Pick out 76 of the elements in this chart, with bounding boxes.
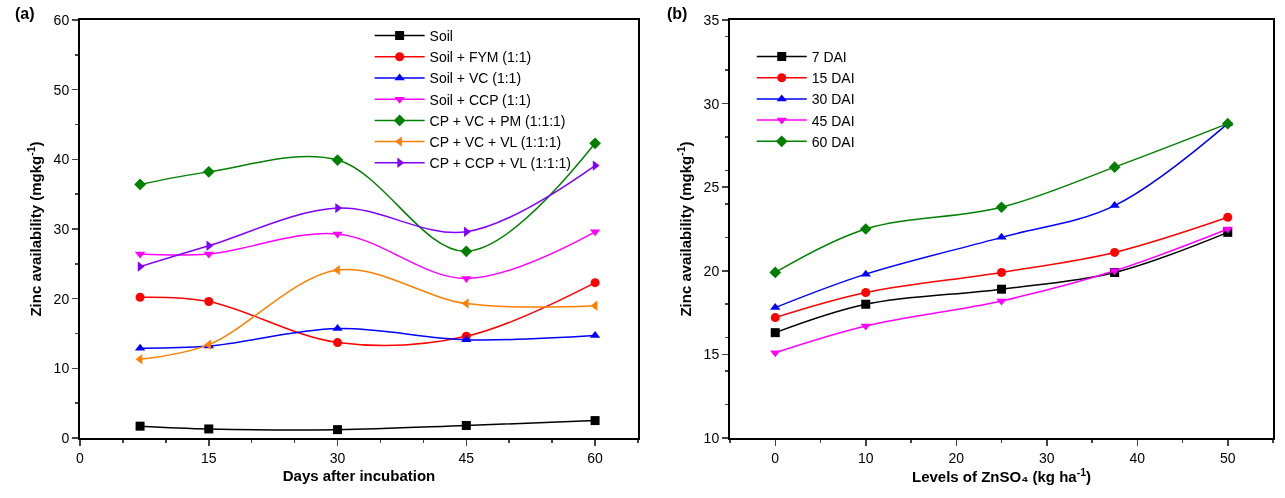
point (460, 245, 473, 258)
point (461, 335, 472, 343)
legend-label: 60 DAI (811, 133, 855, 150)
y-tick-label: 40 (53, 151, 70, 168)
point (997, 284, 1006, 294)
point (997, 267, 1006, 277)
point (134, 178, 146, 191)
x-tick-label: 50 (1219, 449, 1236, 466)
y-tick-label: 0 (61, 429, 70, 446)
y-tick-label: 25 (703, 179, 720, 196)
point (202, 166, 215, 178)
point (860, 323, 871, 331)
legend-label: 30 DAI (811, 91, 855, 108)
x-tick-label: 0 (771, 449, 780, 466)
point (1108, 161, 1121, 173)
y-tick-label: 50 (53, 81, 70, 98)
point (590, 278, 600, 288)
point (859, 223, 872, 235)
point (135, 354, 143, 365)
legend-label: Soil + FYM (1:1) (429, 49, 532, 66)
y-tick-label: 30 (703, 95, 720, 112)
point (769, 266, 782, 279)
point (589, 137, 601, 150)
point (135, 421, 145, 431)
point (137, 261, 145, 272)
y-tick-label: 10 (703, 429, 720, 446)
point (204, 424, 214, 434)
text: (a) (15, 5, 35, 22)
y-tick-label: 35 (703, 11, 720, 28)
legend-label: 7 DAI (811, 48, 847, 65)
x-tick-label: 0 (76, 449, 85, 466)
x-tick-label: 60 (587, 449, 604, 466)
legend-label: 45 DAI (811, 112, 855, 129)
point (861, 288, 871, 298)
point (770, 313, 780, 323)
x-tick-label: 15 (200, 449, 217, 466)
x-axis-title: Levels of ZnSO₄ (kg ha$^{-1}$) (911, 465, 1092, 486)
x-tick-label: 45 (458, 449, 475, 466)
x-axis-title: Days after incubation (282, 467, 436, 485)
point (333, 338, 343, 348)
point (331, 154, 344, 166)
legend-label: CP + VC + PM (1:1:1) (429, 112, 566, 129)
y-tick-label: 15 (703, 346, 720, 363)
point (770, 328, 780, 338)
point (590, 416, 600, 426)
legend-label: Soil + CCP (1:1) (429, 91, 531, 108)
x-tick-label: 20 (948, 449, 965, 466)
text: (b) (667, 5, 688, 22)
y-tick-label: 20 (53, 290, 70, 307)
point (204, 296, 214, 306)
legend-label: CP + VC + VL (1:1:1) (429, 134, 562, 151)
point (461, 420, 471, 430)
x-tick-label: 40 (1129, 449, 1146, 466)
point (461, 298, 469, 309)
point (592, 160, 600, 171)
legend-label: 15 DAI (811, 70, 855, 87)
x-tick-label: 30 (1038, 449, 1055, 466)
legend-label: Soil + VC (1:1) (429, 70, 522, 87)
y-tick-label: 20 (703, 262, 720, 279)
legend-label: Soil (429, 28, 453, 45)
point (1221, 117, 1234, 130)
x-tick-label: 10 (857, 449, 874, 466)
point (770, 350, 781, 358)
point (995, 201, 1008, 214)
x-tick-label: 30 (329, 449, 346, 466)
point (1223, 212, 1233, 222)
legend-label: CP + CCP + VL (1:1:1) (429, 155, 571, 172)
point (203, 251, 214, 259)
point (333, 425, 343, 435)
point (861, 299, 871, 309)
point (135, 292, 145, 302)
y-tick-label: 10 (53, 360, 70, 377)
y-tick-label: 30 (53, 220, 70, 237)
point (996, 232, 1007, 240)
point (1110, 247, 1120, 257)
y-tick-label: 60 (53, 11, 70, 28)
